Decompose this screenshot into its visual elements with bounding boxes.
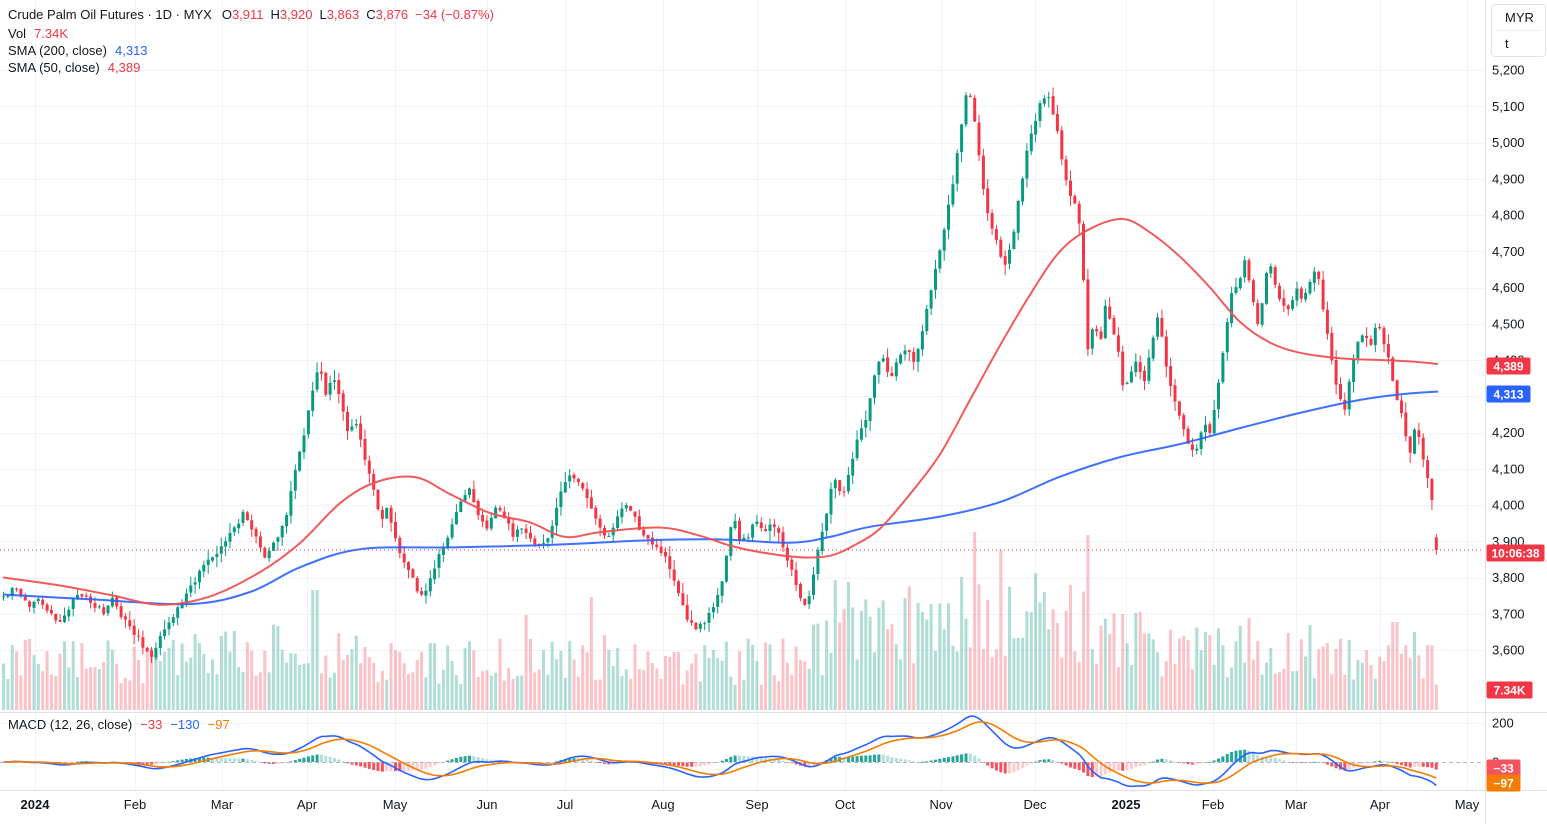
svg-text:Apr: Apr — [1370, 797, 1391, 812]
interval-label: 1D — [155, 7, 173, 22]
sma-200-line — [2, 390, 1439, 606]
sma50-label: SMA (50, close) — [8, 60, 100, 75]
svg-text:Nov: Nov — [929, 797, 953, 812]
svg-text:3,600: 3,600 — [1492, 643, 1525, 658]
currency-toggle[interactable]: MYR — [1505, 10, 1534, 25]
macd-signal-line — [3, 721, 1437, 784]
macd-label: MACD (12, 26, close) — [8, 717, 133, 732]
volume-label: Vol — [8, 26, 27, 41]
svg-text:4,800: 4,800 — [1492, 208, 1525, 223]
svg-text:Aug: Aug — [651, 797, 674, 812]
svg-text:2024: 2024 — [21, 797, 51, 812]
macd-legend-row[interactable]: MACD (12, 26, close) −33 −130 −97 — [8, 716, 230, 733]
macd-hist-value: −33 — [140, 717, 163, 732]
candlestick-series — [2, 87, 1438, 663]
exchange-label: MYX — [183, 7, 212, 22]
close-value: 3,876 — [375, 7, 409, 22]
sma200-value: 4,313 — [115, 43, 148, 58]
svg-text:Mar: Mar — [1285, 797, 1308, 812]
svg-text:May: May — [383, 797, 408, 812]
high-value: 3,920 — [279, 7, 313, 22]
svg-text:Oct: Oct — [835, 797, 856, 812]
volume-value: 7.34K — [34, 26, 69, 41]
svg-text:3,800: 3,800 — [1492, 570, 1525, 585]
change-value: −34 (−0.87%) — [415, 7, 494, 22]
svg-text:4,200: 4,200 — [1492, 425, 1525, 440]
svg-text:5,200: 5,200 — [1492, 63, 1525, 78]
svg-text:−97: −97 — [1493, 777, 1514, 791]
last-price-time-badge: 10:06:38 — [1486, 544, 1545, 562]
unit-box-divider — [1496, 30, 1541, 31]
ohlc-values: O 3,911 H 3,920 L 3,863 C 3,876 −34 (−0.87%) — [221, 7, 494, 22]
svg-text:4,900: 4,900 — [1492, 171, 1525, 186]
symbol-legend-row[interactable]: Crude Palm Oil Futures · 1D · MYX O 3,911… — [8, 6, 494, 23]
svg-text:5,000: 5,000 — [1492, 135, 1525, 150]
macd-signal-value: −97 — [207, 717, 230, 732]
low-value: 3,863 — [326, 7, 360, 22]
volume-series — [2, 532, 1438, 710]
svg-text:Dec: Dec — [1023, 797, 1047, 812]
svg-text:4,000: 4,000 — [1492, 498, 1525, 513]
sma200-value-badge: 4,313 — [1486, 385, 1531, 403]
svg-text:Apr: Apr — [297, 797, 318, 812]
sma50-legend-row[interactable]: SMA (50, close) 4,389 — [8, 59, 140, 76]
svg-text:4,389: 4,389 — [1493, 360, 1523, 374]
svg-text:4,313: 4,313 — [1493, 388, 1523, 402]
axis-badges: 4,389 4,313 10:06:38 7.34K −33−97 — [1486, 357, 1545, 792]
macd-line-value: −130 — [170, 717, 200, 732]
unit-toggle[interactable]: t — [1505, 36, 1509, 51]
svg-text:−33: −33 — [1493, 762, 1514, 776]
svg-text:4,600: 4,600 — [1492, 280, 1525, 295]
svg-text:7.34K: 7.34K — [1493, 684, 1525, 698]
sma200-label: SMA (200, close) — [8, 43, 107, 58]
svg-text:4,100: 4,100 — [1492, 461, 1525, 476]
macd-hist-value-badge: −33 — [1486, 759, 1521, 777]
open-value: 3,911 — [231, 7, 264, 22]
sma200-legend-row[interactable]: SMA (200, close) 4,313 — [8, 42, 148, 59]
svg-text:Feb: Feb — [124, 797, 146, 812]
price-axis[interactable]: 5,200 5,100 5,000 4,900 4,800 4,700 4,600 4,500… — [1492, 63, 1525, 770]
svg-text:Mar: Mar — [211, 797, 234, 812]
price-scale-unit-box[interactable]: MYR t — [1491, 4, 1546, 57]
svg-text:Jun: Jun — [477, 797, 498, 812]
symbol-title: Crude Palm Oil Futures · 1D · MYX — [8, 7, 212, 22]
svg-text:Feb: Feb — [1202, 797, 1224, 812]
time-axis[interactable]: 2024 Feb Mar Apr May Jun Jul Aug Sep Oct Nov Dec 202… — [21, 797, 1480, 812]
sma-50-line — [2, 217, 1439, 606]
macd-signal-value-badge: −97 — [1486, 774, 1521, 792]
sma50-value-badge: 4,389 — [1486, 357, 1531, 375]
svg-text:Sep: Sep — [745, 797, 768, 812]
svg-text:4,500: 4,500 — [1492, 316, 1525, 331]
svg-text:3,700: 3,700 — [1492, 606, 1525, 621]
svg-text:10:06:38: 10:06:38 — [1491, 547, 1539, 561]
volume-legend-row[interactable]: Vol 7.34K — [8, 25, 68, 42]
svg-text:Jul: Jul — [557, 797, 574, 812]
svg-text:200: 200 — [1492, 716, 1514, 731]
sma50-value: 4,389 — [107, 60, 141, 75]
svg-text:5,100: 5,100 — [1492, 99, 1525, 114]
svg-text:2025: 2025 — [1112, 797, 1141, 812]
volume-value-badge: 7.34K — [1486, 681, 1533, 699]
svg-text:4,700: 4,700 — [1492, 244, 1525, 259]
svg-text:May: May — [1455, 797, 1480, 812]
